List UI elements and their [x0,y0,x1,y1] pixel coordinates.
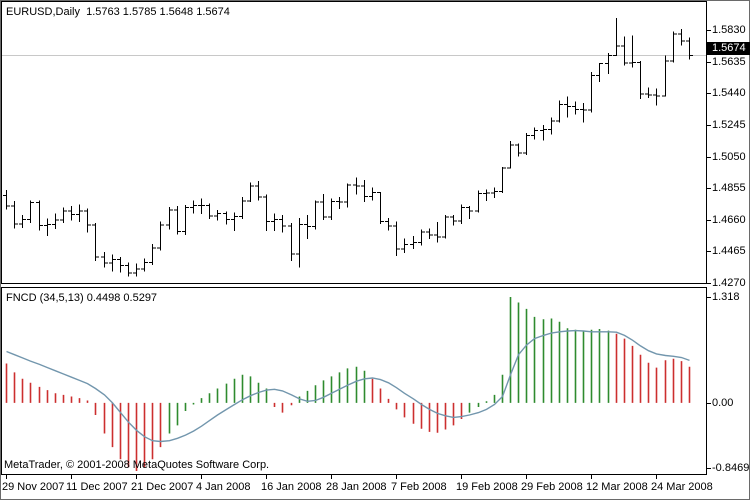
time-axis-label: 7 Feb 2008 [391,481,447,493]
indicator-panel[interactable] [1,287,707,475]
indicator-values-label: 0.4498 0.5297 [86,292,158,304]
price-axis-label: 1.5635 [712,55,746,68]
time-axis-label: 24 Mar 2008 [651,481,713,493]
price-axis-label: 1.5050 [712,150,746,163]
chart-title: EURUSD,Daily 1.5763 1.5785 1.5648 1.5674 [6,6,230,18]
symbol-period-label: EURUSD,Daily [6,6,80,18]
price-axis-label: 1.4270 [712,277,746,289]
price-axis-label: 1.5245 [712,118,746,131]
price-axis-label: 1.5440 [712,87,746,100]
time-axis-label: 21 Dec 2007 [131,481,194,493]
time-axis-label: 12 Mar 2008 [586,481,648,493]
indicator-axis-label: 0.00 [712,396,734,409]
price-axis-label: 1.4465 [712,245,746,258]
price-axis-label: 1.5830 [712,24,746,36]
price-axis-label: 1.4660 [712,213,746,226]
time-axis-label: 28 Jan 2008 [326,481,387,493]
indicator-label: FNCD (34,5,13) 0.4498 0.5297 [6,292,157,304]
time-axis-label: 19 Feb 2008 [456,481,518,493]
price-chart-panel[interactable] [1,1,707,284]
current-price-tag: 1.5674 [707,42,750,55]
ohlc-values-label: 1.5763 1.5785 1.5648 1.5674 [86,6,230,18]
time-axis-label: 29 Nov 2007 [2,481,65,493]
price-axis-label: 1.4855 [712,182,746,195]
time-axis-label: 29 Feb 2008 [521,481,583,493]
time-axis-label: 4 Jan 2008 [196,481,251,493]
indicator-axis-label: 1.318 [712,291,740,303]
time-axis-label: 16 Jan 2008 [261,481,322,493]
indicator-name-label: FNCD (34,5,13) [6,292,84,304]
copyright-text: MetaTrader, © 2001-2008 MetaQuotes Softw… [4,459,270,471]
indicator-axis-label: -0.8469 [712,462,750,474]
time-axis-label: 11 Dec 2007 [66,481,128,493]
